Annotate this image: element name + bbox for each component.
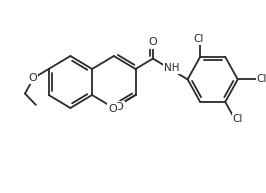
Text: Cl: Cl (193, 34, 203, 44)
Text: O: O (28, 73, 37, 83)
Text: O: O (115, 102, 124, 112)
Text: O: O (148, 37, 157, 47)
Text: O: O (109, 104, 117, 114)
Text: NH: NH (164, 63, 179, 73)
Text: Cl: Cl (257, 74, 266, 84)
Text: Cl: Cl (232, 114, 243, 124)
